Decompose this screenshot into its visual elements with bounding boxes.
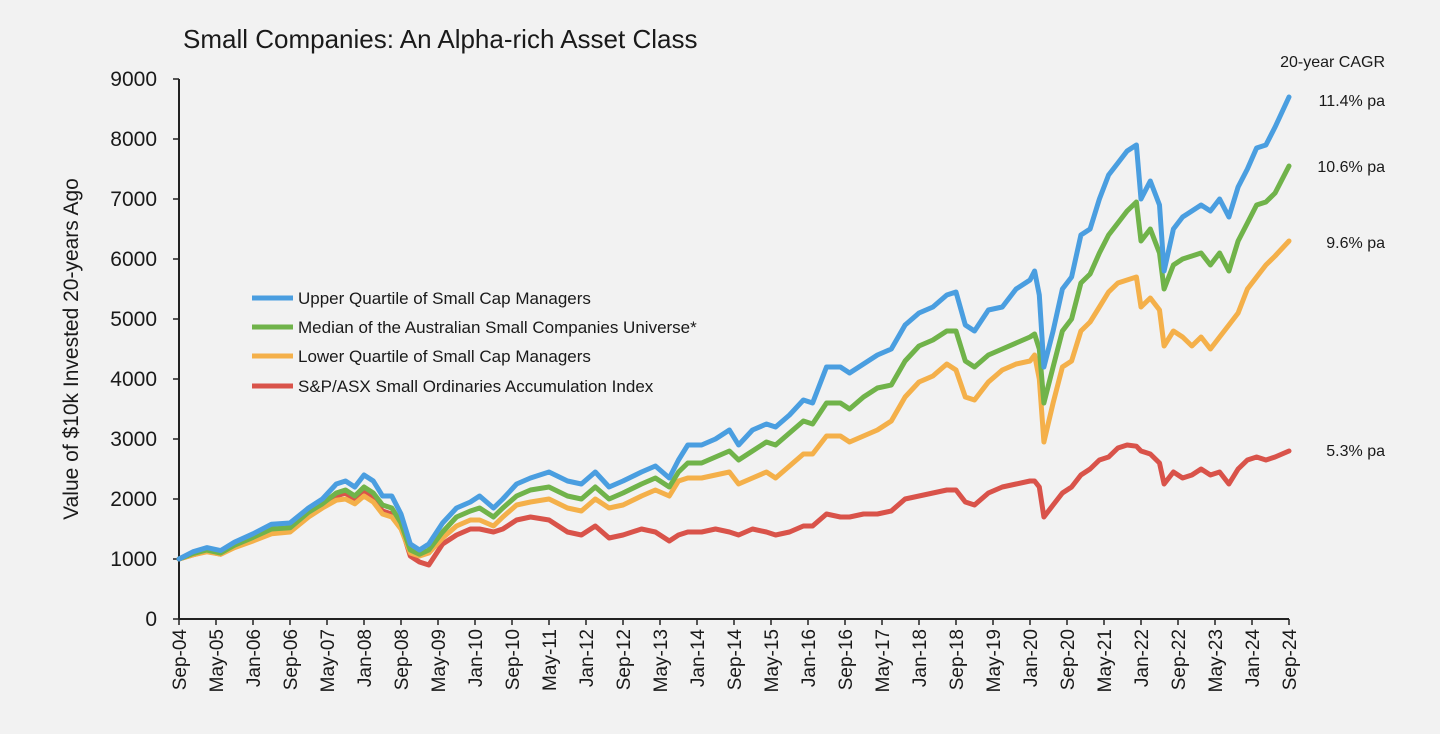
cagr-header: 20-year CAGR — [1280, 54, 1385, 71]
y-tick-label: 9000 — [110, 68, 157, 91]
y-tick-label: 7000 — [110, 188, 157, 211]
series-line — [176, 238, 1292, 562]
y-tick-label: 3000 — [110, 428, 157, 451]
legend-label: Lower Quartile of Small Cap Managers — [298, 347, 591, 366]
x-tick-label: May-13 — [651, 629, 672, 692]
x-tick-label: Sep-16 — [836, 629, 857, 690]
x-tick-label: Sep-08 — [392, 629, 413, 690]
y-tick-label: 2000 — [110, 488, 157, 511]
x-tick-label: Jan-18 — [910, 629, 931, 687]
y-tick-label: 1000 — [110, 548, 157, 571]
x-tick-label: Jan-16 — [799, 629, 820, 687]
x-tick-label: Sep-04 — [170, 629, 191, 691]
series-lines — [176, 94, 1292, 568]
legend: Upper Quartile of Small Cap Managers Medi… — [252, 289, 697, 396]
series-line — [176, 163, 1292, 562]
x-tick-label: Sep-12 — [614, 629, 635, 690]
legend-label: S&P/ASX Small Ordinaries Accumulation In… — [298, 377, 654, 396]
x-tick-label: Jan-14 — [688, 629, 709, 688]
cagr-annotations: 20-year CAGR 11.4% pa 10.6% pa 9.6% pa 5.3%… — [1280, 54, 1385, 460]
x-tick-label: May-19 — [984, 629, 1005, 692]
cagr-value: 5.3% pa — [1326, 443, 1385, 460]
x-tick-label: Jan-20 — [1021, 629, 1042, 687]
x-tick-label: Sep-14 — [725, 629, 746, 691]
axes: 0 1000 2000 3000 4000 5000 6000 7000 8000 9000 Sep… — [110, 68, 1301, 692]
y-tick-label: 4000 — [110, 368, 157, 391]
y-axis-label: Value of $10k Invested 20-years Ago — [60, 178, 83, 520]
x-tick-label: Sep-18 — [947, 629, 968, 690]
x-tick-label: Jan-22 — [1132, 629, 1153, 687]
x-tick-label: May-07 — [318, 629, 339, 692]
chart-title: Small Companies: An Alpha-rich Asset Cla… — [183, 24, 697, 54]
x-tick-label: Jan-12 — [577, 629, 598, 687]
x-tick-label: Sep-10 — [503, 629, 524, 690]
y-tick-label: 6000 — [110, 248, 157, 271]
legend-label: Median of the Australian Small Companies… — [298, 318, 697, 337]
x-tick-label: Jan-24 — [1243, 629, 1264, 688]
x-tick-label: May-21 — [1095, 629, 1116, 692]
legend-label: Upper Quartile of Small Cap Managers — [298, 289, 591, 308]
series-line — [176, 442, 1292, 568]
cagr-value: 11.4% pa — [1319, 93, 1386, 110]
x-tick-label: May-09 — [429, 629, 450, 692]
x-tick-label: May-17 — [873, 629, 894, 692]
x-tick-label: Jan-08 — [355, 629, 376, 687]
x-tick-label: May-05 — [207, 629, 228, 692]
x-tick-label: Sep-20 — [1058, 629, 1079, 690]
y-tick-label: 8000 — [110, 128, 157, 151]
cagr-value: 9.6% pa — [1326, 235, 1385, 252]
y-tick-label: 0 — [145, 608, 157, 631]
x-tick-label: May-15 — [762, 629, 783, 692]
x-tick-label: May-11 — [540, 629, 561, 691]
y-tick-label: 5000 — [110, 308, 157, 331]
x-tick-label: Sep-24 — [1280, 629, 1301, 691]
series-line — [176, 94, 1292, 562]
x-tick-label: Sep-22 — [1169, 629, 1190, 690]
x-tick-label: Sep-06 — [281, 629, 302, 690]
x-tick-label: Jan-10 — [466, 629, 487, 687]
x-tick-label: Jan-06 — [244, 629, 265, 687]
x-tick-label: May-23 — [1206, 629, 1227, 692]
cagr-value: 10.6% pa — [1317, 159, 1385, 176]
